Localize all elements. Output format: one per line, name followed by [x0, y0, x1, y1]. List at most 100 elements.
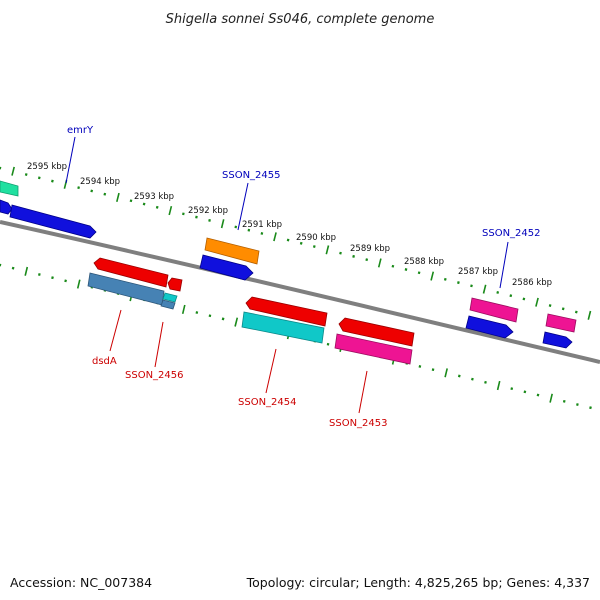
minor-tick: [470, 284, 473, 288]
gene-label-sson2455: SSON_2455: [222, 170, 281, 181]
major-tick: [234, 317, 239, 327]
gene-blue[interactable]: [9, 204, 97, 239]
minor-tick: [326, 342, 330, 346]
tick-track-top: [0, 166, 592, 320]
major-tick: [220, 219, 225, 229]
major-tick: [496, 380, 501, 391]
gene-cyan[interactable]: [162, 292, 178, 303]
minor-tick: [51, 276, 54, 280]
leader-dsda: [109, 309, 122, 352]
leader-sson2452: [499, 241, 509, 289]
gene-orange[interactable]: [204, 237, 260, 265]
leader-emry: [65, 136, 76, 184]
minor-tick: [417, 271, 421, 275]
minor-tick: [155, 205, 159, 209]
minor-tick: [404, 268, 408, 271]
gene-magenta[interactable]: [334, 333, 413, 365]
minor-tick: [247, 228, 251, 232]
major-tick: [325, 245, 330, 255]
gene-magenta[interactable]: [545, 313, 577, 333]
minor-tick: [51, 179, 54, 183]
minor-tick: [496, 291, 500, 294]
gene-red[interactable]: [245, 296, 328, 327]
gene-label-sson2453: SSON_2453: [329, 418, 388, 429]
major-tick: [116, 192, 120, 202]
kbp-label: 2591 kbp: [242, 220, 282, 230]
map-title: Shigella sonnei Ss046, complete genome: [166, 12, 435, 27]
major-tick: [535, 297, 539, 307]
minor-tick: [443, 277, 447, 281]
minor-tick: [523, 390, 527, 394]
minor-tick: [299, 241, 303, 245]
minor-tick: [457, 374, 461, 378]
gene-label-emry: emrY: [67, 125, 94, 136]
gene-teal[interactable]: [0, 180, 19, 197]
minor-tick: [561, 307, 565, 311]
gene-label-sson2454: SSON_2454: [238, 397, 297, 408]
accession-text: Accession: NC_007384: [10, 575, 152, 590]
minor-tick: [221, 317, 225, 321]
minor-tick: [286, 238, 290, 242]
major-tick: [181, 304, 186, 314]
minor-tick: [574, 310, 578, 314]
minor-tick: [195, 215, 198, 219]
major-tick: [24, 266, 29, 276]
kbp-label: 2594 kbp: [80, 177, 120, 187]
kbp-label: 2593 kbp: [134, 192, 174, 202]
gene-blue[interactable]: [465, 315, 514, 339]
minor-tick: [142, 202, 146, 206]
major-tick: [482, 284, 487, 294]
minor-tick: [510, 387, 514, 391]
minor-tick: [471, 377, 474, 381]
minor-tick: [352, 254, 355, 258]
major-tick: [76, 279, 81, 289]
gene-red[interactable]: [338, 317, 415, 347]
major-tick: [168, 206, 173, 216]
minor-tick: [457, 281, 460, 285]
gene-label-dsda: dsdA: [92, 356, 117, 367]
gene-label-sson2452: SSON_2452: [482, 228, 541, 239]
leader-sson2455: [237, 182, 249, 231]
minor-tick: [509, 294, 513, 298]
minor-tick: [64, 279, 67, 283]
gene-red[interactable]: [93, 257, 169, 288]
kbp-label: 2590 kbp: [296, 233, 336, 243]
genes-reverse: [87, 257, 415, 365]
gene-blue[interactable]: [199, 254, 254, 281]
minor-tick: [182, 212, 185, 216]
gene-steelblue[interactable]: [160, 299, 176, 310]
topology-summary: Topology: circular; Length: 4,825,265 bp…: [246, 575, 590, 590]
major-tick: [549, 393, 553, 403]
minor-tick: [234, 225, 238, 229]
minor-tick: [208, 218, 211, 222]
leader-sson2456: [154, 321, 164, 368]
minor-tick: [77, 186, 80, 190]
gene-label-sson2456: SSON_2456: [125, 370, 184, 381]
minor-tick: [365, 258, 369, 262]
minor-tick: [129, 199, 133, 203]
minor-tick: [195, 311, 199, 314]
gene-blue[interactable]: [542, 331, 573, 349]
leader-sson2453: [358, 370, 368, 414]
kbp-label: 2595 kbp: [27, 162, 67, 172]
gene-blue[interactable]: [0, 199, 13, 215]
minor-tick: [208, 314, 212, 318]
genes-forward: [0, 180, 577, 349]
minor-tick: [536, 393, 540, 397]
gene-red[interactable]: [167, 277, 183, 292]
gene-magenta[interactable]: [469, 297, 519, 323]
minor-tick: [339, 251, 342, 255]
minor-tick: [391, 264, 395, 268]
minor-tick: [576, 403, 579, 406]
minor-tick: [11, 266, 15, 270]
gene-cyan[interactable]: [241, 311, 325, 344]
minor-tick: [312, 245, 316, 248]
minor-tick: [90, 189, 94, 193]
minor-tick: [24, 173, 28, 176]
kbp-label: 2587 kbp: [458, 267, 498, 277]
label-leaders: [65, 136, 509, 414]
major-tick: [430, 271, 435, 281]
minor-tick: [484, 380, 487, 384]
minor-tick: [522, 297, 526, 301]
major-tick: [11, 166, 15, 176]
